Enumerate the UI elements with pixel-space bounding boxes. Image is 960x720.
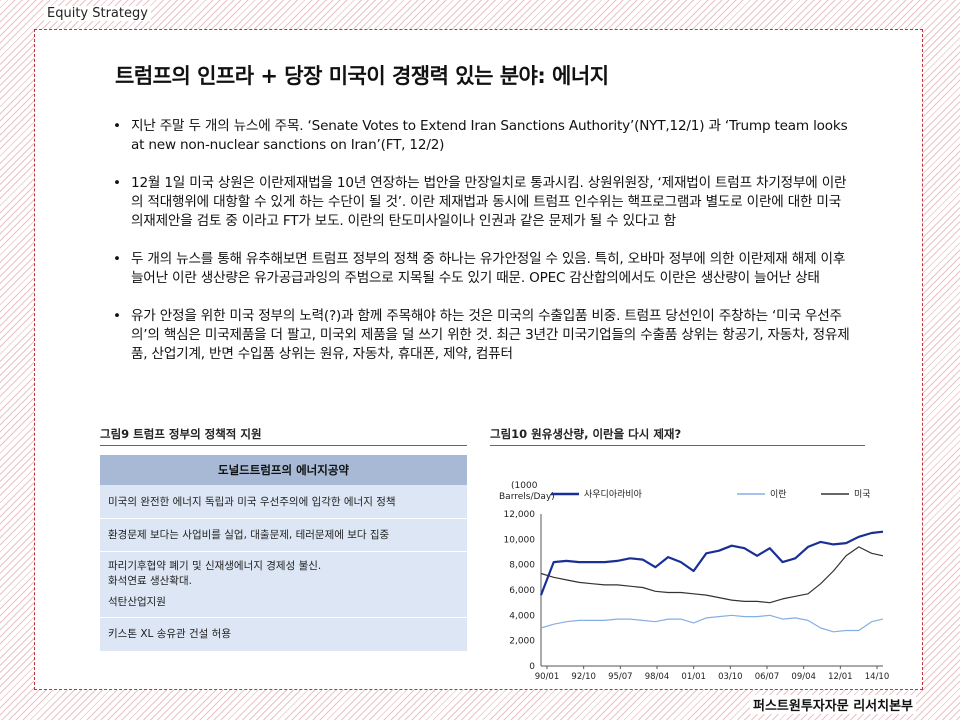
- y-tick-label: 10,000: [504, 535, 536, 545]
- figure10-title: 그림10 원유생산량, 이란을 다시 제재?: [490, 427, 682, 441]
- footer-label: 퍼스트원투자자문 리서치본부: [749, 695, 916, 714]
- y-tick-label: 8,000: [509, 561, 535, 571]
- bullet-item: 유가 안정을 위한 미국 정부의 노력(?)과 함께 주목해야 하는 것은 미국…: [113, 307, 853, 364]
- series-line-3: [540, 546, 884, 604]
- figure9-rule: [100, 445, 467, 446]
- y-tick-label: 0: [529, 662, 535, 672]
- legend-label: 미국: [854, 489, 871, 500]
- y-tick-label: 6,000: [509, 586, 535, 596]
- policy-row: 석탄산업지원: [108, 596, 166, 608]
- figure10-rule: [490, 445, 865, 446]
- bullet-item: 지난 주말 두 개의 뉴스에 주목. ‘Senate Votes to Exte…: [113, 117, 853, 155]
- x-tick-label: 03/10: [718, 672, 743, 682]
- x-tick-label: 12/01: [828, 672, 853, 682]
- policy-table: 도널드트럼프의 에너지공약 미국의 완전한 에너지 독립과 미국 우선주의에 입…: [100, 455, 467, 651]
- unit-label: (1000: [511, 481, 538, 491]
- page-title: 트럼프의 인프라 + 당장 미국이 경쟁력 있는 분야: 에너지: [115, 64, 609, 88]
- x-tick-label: 90/01: [535, 672, 560, 682]
- y-tick-label: 12,000: [504, 510, 536, 520]
- x-tick-label: 14/10: [865, 672, 890, 682]
- x-tick-label: 09/04: [791, 672, 816, 682]
- bullet-list: 지난 주말 두 개의 뉴스에 주목. ‘Senate Votes to Exte…: [113, 117, 853, 383]
- unit-label: Barrels/Day): [499, 492, 555, 502]
- policy-row: 화석연료 생산확대.: [108, 575, 192, 587]
- policy-row: 미국의 완전한 에너지 독립과 미국 우선주의에 입각한 에너지 정책: [108, 496, 396, 508]
- policy-divider: [100, 617, 467, 618]
- policy-row: 환경문제 보다는 사업비를 실업, 대출문제, 테러문제에 보다 집중: [108, 529, 390, 541]
- series-line-1: [539, 530, 884, 596]
- y-tick-label: 4,000: [509, 611, 535, 621]
- x-tick-label: 01/01: [681, 672, 706, 682]
- figure9-title: 그림9 트럼프 정부의 정책적 지원: [100, 427, 262, 441]
- policy-row: 키스톤 XL 송유관 건설 허용: [108, 628, 231, 640]
- x-tick-label: 95/07: [608, 672, 633, 682]
- x-tick-label: 92/10: [571, 672, 596, 682]
- header-label: Equity Strategy: [44, 6, 151, 21]
- policy-divider: [100, 518, 467, 519]
- x-tick-label: 98/04: [645, 672, 670, 682]
- oil-production-chart: (1000 Barrels/Day) 12,000 10,000 8,000 6,000 4…: [483, 450, 923, 690]
- series-line-2: [540, 614, 884, 633]
- bullet-item: 12월 1일 미국 상원은 이란제재법을 10년 연장하는 법안을 만장일치로 …: [113, 174, 853, 231]
- legend-label: 이란: [770, 488, 787, 500]
- policy-row: 파리기후협약 폐기 및 신재생에너지 경제성 불신.: [108, 560, 322, 572]
- page-frame: 트럼프의 인프라 + 당장 미국이 경쟁력 있는 분야: 에너지 지난 주말 두…: [34, 29, 923, 690]
- policy-divider: [100, 551, 467, 552]
- bullet-item: 두 개의 뉴스를 통해 유추해보면 트럼프 정부의 정책 중 하나는 유가안정일…: [113, 250, 853, 288]
- x-tick-label: 06/07: [755, 672, 780, 682]
- legend-label: 사우디아라비아: [584, 489, 643, 500]
- y-tick-label: 2,000: [509, 637, 535, 647]
- policy-table-header: 도널드트럼프의 에너지공약: [100, 455, 467, 485]
